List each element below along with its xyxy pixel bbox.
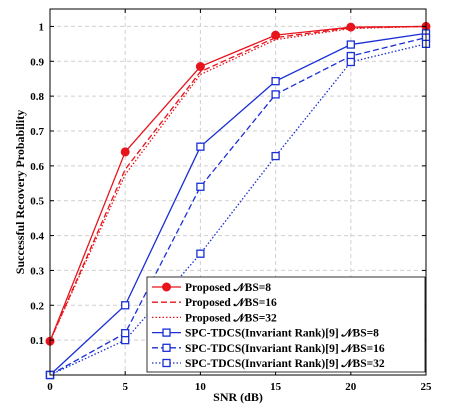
y-tick-label: 0.7	[30, 126, 44, 138]
data-point	[121, 301, 130, 310]
legend-marker	[162, 343, 171, 352]
data-point	[271, 77, 280, 86]
series-line	[49, 25, 427, 342]
y-tick-label: 0.5	[30, 196, 44, 208]
x-tick-label: 10	[195, 381, 207, 393]
data-point	[195, 62, 205, 72]
x-tick-label: 5	[122, 381, 128, 393]
plot-frame	[49, 8, 427, 376]
x-tick-label: 15	[270, 381, 282, 393]
legend-entry: SPC-TDCS(Invariant Rank)[9] 𝒩BS=16	[185, 342, 385, 355]
y-tick-label: 0.1	[30, 335, 44, 347]
y-tick-label: 0.4	[30, 231, 44, 243]
series-line	[49, 32, 427, 376]
x-axis-label: SNR (dB)	[213, 390, 263, 404]
series-line	[49, 43, 427, 376]
y-tick-label: 0.2	[30, 300, 44, 312]
ticks: 0 5 10 15 20 25 0.1 0.2 0.3 0.4 0.5 0.6 0.7 0.8 0.9 1	[30, 9, 432, 393]
x-tick-label: 20	[345, 381, 357, 393]
data-point	[196, 142, 205, 151]
legend-marker	[162, 358, 171, 368]
legend-entry: Proposed 𝒩BS=8	[185, 281, 271, 294]
series-line	[49, 36, 427, 376]
data-point	[346, 57, 355, 67]
series-2	[49, 25, 427, 342]
x-tick-label: 25	[421, 381, 433, 393]
legend: Proposed 𝒩BS=8 Proposed 𝒩BS=16 Proposed 𝒩B…	[146, 276, 426, 373]
data-point	[271, 30, 281, 40]
legend-entry: Proposed 𝒩BS=16	[185, 296, 277, 309]
y-axis-label: Successful Recovery Probability	[13, 110, 27, 274]
legend-entry: SPC-TDCS(Invariant Rank)[9] 𝒩BS=32	[185, 357, 385, 370]
legend-marker	[162, 282, 171, 292]
series-group	[45, 21, 431, 380]
legend-box	[146, 276, 426, 373]
legend-entry: Proposed 𝒩BS=32	[185, 311, 277, 324]
y-tick-label: 0.6	[30, 161, 44, 173]
legend-marker	[162, 328, 171, 337]
data-point	[196, 182, 205, 191]
y-tick-label: 0.3	[30, 265, 44, 277]
data-point	[271, 151, 280, 161]
data-point	[120, 147, 130, 157]
data-point	[271, 90, 280, 99]
legend-entry: SPC-TDCS(Invariant Rank)[9] 𝒩BS=8	[185, 327, 379, 340]
data-point	[196, 249, 205, 258]
y-tick-label: 1	[39, 21, 45, 33]
data-point	[121, 329, 130, 338]
data-point	[121, 335, 130, 345]
y-tick-label: 0.9	[30, 56, 44, 68]
y-tick-label: 0.8	[30, 91, 44, 103]
data-point	[346, 40, 355, 49]
x-tick-label: 0	[47, 381, 53, 393]
